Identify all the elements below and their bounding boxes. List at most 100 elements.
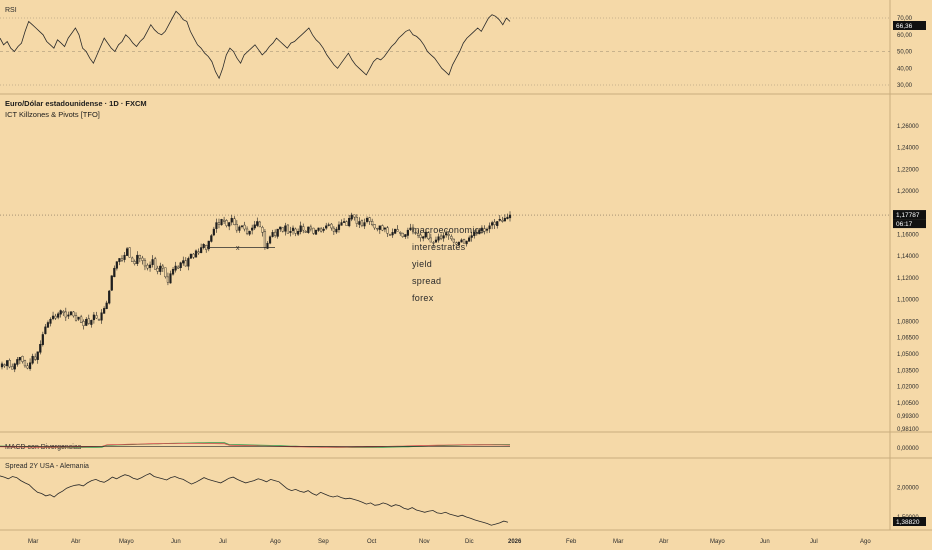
candle-body [87,318,90,324]
candle-body [212,228,215,236]
candle-body [493,221,496,225]
candle-body [8,360,11,368]
candle-body [427,232,430,240]
indicator-label[interactable]: ICT Killzones & Pivots [TFO] [5,110,100,119]
candle-body [220,219,223,226]
rsi-value-badge [893,21,926,30]
countdown-badge [893,219,926,229]
candle-body [432,242,435,244]
candle-body [365,217,369,222]
price-axis[interactable]: 1,260001,240001,220001,200001,180001,160… [897,124,919,433]
candle-body [480,227,484,232]
candle-body [95,315,98,319]
month-label: Mar [613,539,623,545]
candle-body [457,241,461,246]
candle-body [274,231,277,236]
candle-body [485,228,489,231]
candle-body [74,315,78,321]
rsi-tick-label: 50,00 [897,50,913,56]
candle-body [388,234,392,236]
rsi-tick-label: 30,00 [897,83,913,89]
candle-body [64,311,67,318]
price-tick-label: 1,06500 [897,336,919,342]
candle-body [268,236,272,244]
rsi-pane[interactable]: RSI 70,00 60,00 50,00 40,00 30,00 66,36 [0,7,926,89]
candle-body [26,365,29,369]
candle-body [276,228,279,237]
candle-body [411,226,415,232]
candle-body [314,229,318,235]
candle-body [299,225,302,232]
candle-body [28,362,32,370]
time-axis[interactable]: Mar Abr Mayo Jun Jul Ago Sep Oct Nov Dic 2026 Feb Ma… [28,539,871,545]
candle-body [429,237,432,243]
candle-body [422,236,425,239]
candle-body [215,222,218,229]
month-label: 2026 [508,539,522,545]
candle-body [205,245,208,250]
candle-body [322,228,325,231]
pivot-marker: x [236,245,240,252]
main-pane[interactable]: Euro/Dólar estadounidense · 1D · FXCM IC… [0,99,926,433]
candle-body [279,226,282,230]
candle-body [133,261,136,265]
candle-body [233,218,236,225]
rsi-tick-label: 40,00 [897,66,913,72]
candle-body [138,255,141,259]
symbol-title[interactable]: Euro/Dólar estadounidense · 1D · FXCM [5,99,147,108]
candle-body [0,363,4,368]
macd-pane[interactable]: MACD con Divergencias 0,00000 [0,442,919,452]
candle-body [105,302,108,310]
rsi-value-text: 66,36 [896,23,913,30]
rsi-tick-label: 70,00 [897,16,913,22]
candle-body [317,227,320,231]
candle-body [210,235,213,242]
candle-body [36,351,39,360]
candle-body [376,228,379,230]
spread-pane[interactable]: Spread 2Y USA - Alemania 2,000001,50000 … [0,463,926,526]
month-label: Mar [28,539,38,545]
price-tick-label: 1,12000 [897,276,919,282]
candle-body [396,229,399,232]
candle-body [289,231,292,233]
price-tick-label: 1,10000 [897,298,919,304]
candle-body [383,227,387,230]
candle-body [207,240,210,250]
macd-signal-line [0,443,511,448]
candle-body [57,313,60,318]
candle-body [508,214,512,219]
candle-body [256,221,259,226]
candle-body [115,261,118,269]
price-tick-label: 1,02000 [897,385,919,391]
candle-body [406,229,409,236]
candle-body [465,240,468,245]
candle-body [332,227,335,232]
candle-body [238,226,241,231]
candle-body [355,217,358,224]
candle-body [82,321,85,326]
candle-body [225,220,228,226]
candle-body [335,228,338,233]
candle-body [473,232,476,236]
candle-body [44,326,47,335]
candle-body [16,359,19,365]
candle-body [92,314,95,321]
candle-body [97,318,101,321]
candle-body [120,258,124,261]
price-tick-label: 1,05000 [897,352,919,358]
month-label: Nov [419,539,430,545]
candle-body [108,290,111,304]
price-tick-label: 1,00500 [897,401,919,407]
candle-body [143,259,147,267]
candle-body [125,248,129,256]
candle-body [251,227,254,231]
candle-body [6,360,9,367]
candle-body [297,231,300,235]
candle-body [488,225,491,230]
candle-body [434,239,438,243]
candle-body [62,311,65,313]
candle-body [291,227,295,231]
candle-body [202,244,205,248]
candle-body [424,232,427,238]
candle-body [253,224,256,229]
